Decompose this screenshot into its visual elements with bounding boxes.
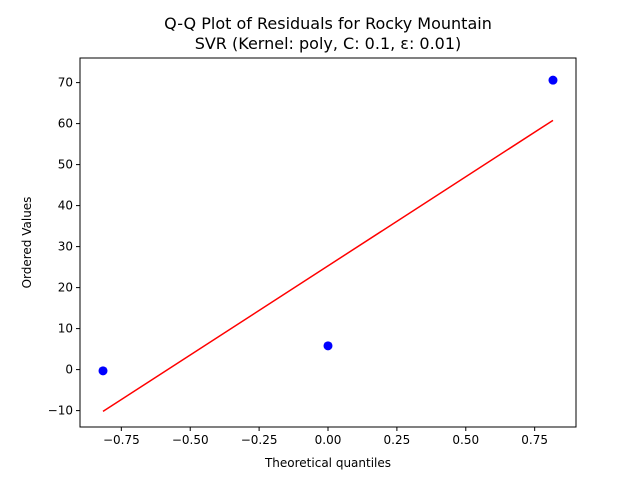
y-tick-label: 30 bbox=[58, 240, 73, 254]
plot-content bbox=[98, 75, 558, 413]
x-axis-label: Theoretical quantiles bbox=[264, 456, 391, 470]
y-tick-label: 60 bbox=[58, 117, 73, 131]
x-tick-label: 0.50 bbox=[452, 433, 479, 447]
y-tick-label: 70 bbox=[58, 76, 73, 90]
y-tick-label: −10 bbox=[48, 404, 73, 418]
data-point bbox=[98, 366, 108, 376]
y-axis: −10 0 10 20 30 40 50 60 70 bbox=[48, 76, 80, 418]
x-tick-label: 0.75 bbox=[521, 433, 548, 447]
y-tick-label: 10 bbox=[58, 322, 73, 336]
data-point bbox=[323, 341, 333, 351]
y-tick-label: 20 bbox=[58, 281, 73, 295]
x-tick-label: −0.25 bbox=[241, 433, 278, 447]
y-tick-label: 50 bbox=[58, 158, 73, 172]
reference-line bbox=[102, 119, 554, 413]
y-tick-label: 0 bbox=[65, 363, 73, 377]
plot-frame bbox=[79, 57, 577, 428]
x-tick-label: −0.75 bbox=[103, 433, 140, 447]
x-axis: −0.75 −0.50 −0.25 0.00 0.25 0.50 0.75 bbox=[103, 427, 548, 447]
data-point bbox=[548, 75, 558, 85]
y-tick-label: 40 bbox=[58, 199, 73, 213]
y-axis-label: Ordered Values bbox=[20, 197, 34, 289]
x-tick-label: 0.25 bbox=[384, 433, 411, 447]
chart-title: Q-Q Plot of Residuals for Rocky Mountain bbox=[164, 14, 492, 33]
chart-subtitle: SVR (Kernel: poly, C: 0.1, ε: 0.01) bbox=[195, 34, 462, 53]
x-tick-label: −0.50 bbox=[172, 433, 209, 447]
x-tick-label: 0.00 bbox=[315, 433, 342, 447]
